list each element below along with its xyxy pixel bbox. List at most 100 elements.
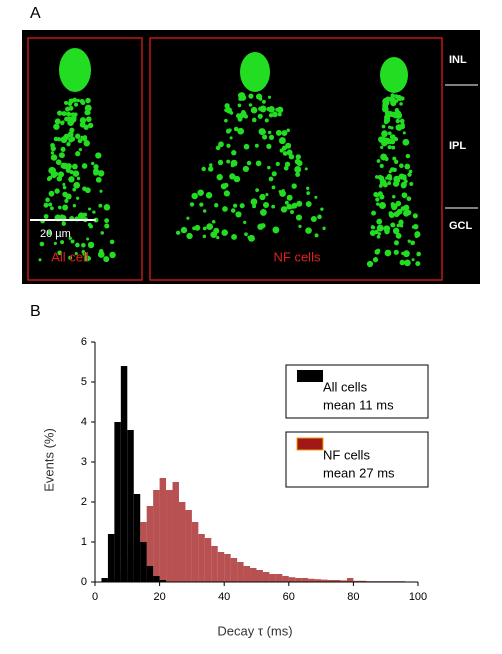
dendrite (229, 136, 233, 140)
dendrite (395, 125, 400, 130)
dendrite (294, 158, 301, 165)
dendrite (62, 191, 68, 198)
dendrite (394, 159, 399, 165)
dendrite (54, 188, 60, 194)
dendrite (376, 224, 384, 232)
dendrite (290, 210, 294, 214)
dendrite (262, 201, 270, 209)
dendrite (83, 124, 89, 130)
dendrite (248, 103, 253, 107)
dendrite (376, 218, 383, 225)
dendrite (86, 237, 90, 241)
dendrite (73, 181, 81, 189)
dendrite (237, 103, 242, 108)
dendrite (99, 189, 103, 193)
dendrite (275, 161, 280, 167)
dendrite (92, 210, 96, 214)
group-box (27, 37, 143, 281)
dendrite (68, 137, 74, 143)
dendrite (379, 194, 385, 200)
dendrite (277, 112, 282, 117)
dendrite (60, 214, 64, 218)
dendrite (281, 189, 285, 193)
dendrite (392, 195, 396, 199)
x-tick-label: 40 (218, 591, 230, 603)
dendrite (400, 96, 405, 101)
dendrite (87, 256, 92, 261)
group-label: NF cells (274, 249, 321, 264)
dendrite (77, 212, 85, 220)
dendrite (53, 171, 59, 177)
dendrite (244, 232, 248, 237)
dendrite (298, 224, 302, 229)
dendrite (186, 232, 193, 240)
dendrite (408, 169, 413, 174)
dendrite (322, 226, 326, 231)
dendrite (262, 134, 268, 140)
dendrite (201, 166, 206, 172)
dendrite (48, 166, 56, 174)
dendrite (382, 182, 388, 188)
histogram-bar (114, 422, 121, 582)
dendrite (314, 195, 318, 199)
dendrite (100, 231, 105, 235)
dendrite (379, 163, 384, 169)
dendrite (378, 175, 385, 182)
dendrite (50, 206, 54, 211)
dendrite (47, 230, 52, 236)
dendrite (284, 200, 289, 205)
dendrite (286, 149, 293, 156)
dendrite (265, 192, 269, 197)
dendrite (81, 163, 88, 169)
dendrite (65, 106, 71, 112)
histogram-bar (340, 580, 347, 582)
dendrite (78, 147, 82, 152)
panel-label: A (30, 5, 41, 22)
dendrite (83, 140, 90, 147)
dendrite (399, 163, 404, 169)
dendrite (294, 166, 302, 173)
dendrite (65, 195, 70, 200)
dendrite (262, 99, 266, 104)
dendrite (66, 142, 71, 147)
dendrite (267, 95, 272, 99)
dendrite (387, 131, 392, 136)
dendrite (80, 100, 86, 106)
histogram-bar (185, 510, 192, 582)
histogram-bar (327, 580, 335, 582)
dendrite (381, 136, 386, 140)
dendrite (371, 210, 376, 216)
dendrite (75, 151, 81, 157)
dendrite (402, 192, 407, 198)
dendrite (252, 204, 257, 209)
group-label: All cell (51, 249, 89, 264)
histogram-bar (127, 430, 134, 582)
dendrite (402, 138, 410, 146)
dendrite (54, 118, 61, 125)
dendrite (74, 251, 78, 256)
dendrite (398, 219, 404, 225)
dendrite (384, 156, 389, 162)
dendrite (405, 153, 411, 159)
dendrite (255, 188, 259, 193)
dendrite (390, 139, 396, 145)
dendrite (50, 143, 55, 148)
dendrite (68, 255, 73, 260)
dendrite (76, 176, 81, 181)
dendrite (64, 116, 69, 122)
histogram-bar (359, 580, 367, 582)
dendrite (197, 189, 204, 196)
dendrite (207, 166, 214, 172)
dendrite (47, 175, 53, 181)
dendrite (194, 224, 201, 231)
dendrite (314, 233, 319, 238)
dendrite (254, 143, 259, 148)
dendrite (218, 141, 224, 148)
dendrite (60, 146, 66, 152)
dendrite (258, 128, 266, 136)
dendrite (95, 152, 102, 159)
dendrite (378, 138, 383, 143)
histogram-bar (172, 482, 179, 582)
histogram-bar (133, 494, 141, 582)
dendrite (87, 241, 95, 249)
